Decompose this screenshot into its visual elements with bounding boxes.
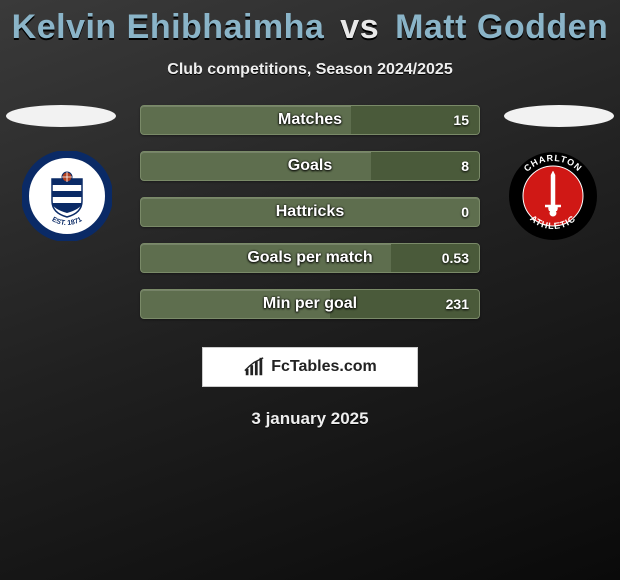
- stat-label: Goals: [141, 152, 479, 180]
- club-crest-right: CHARLTON ATHLETIC: [508, 151, 598, 241]
- club-crest-left: READING FOOTBALL CLUB EST. 1871: [22, 151, 112, 241]
- stats-list: Matches15 Goals8 Hattricks0 Goals per match…: [140, 105, 480, 335]
- player2-oval: [504, 105, 614, 127]
- subtitle: Club competitions, Season 2024/2025: [0, 61, 620, 79]
- date-label: 3 january 2025: [0, 409, 620, 429]
- stat-bar: Matches15: [140, 105, 480, 135]
- stat-value-right: 8: [461, 152, 469, 180]
- stat-value-right: 15: [453, 106, 469, 134]
- stat-value-right: 0.53: [442, 244, 469, 272]
- stat-label: Matches: [141, 106, 479, 134]
- chart-icon: [243, 356, 265, 378]
- stat-label: Hattricks: [141, 198, 479, 226]
- stat-value-right: 231: [446, 290, 469, 318]
- stat-bar: Hattricks0: [140, 197, 480, 227]
- stat-bar: Goals per match0.53: [140, 243, 480, 273]
- player2-name: Matt Godden: [395, 8, 608, 46]
- stat-bar: Goals8: [140, 151, 480, 181]
- vs-label: vs: [340, 8, 379, 46]
- comparison-title: Kelvin Ehibhaimha vs Matt Godden: [0, 0, 620, 47]
- watermark: FcTables.com: [202, 347, 418, 387]
- player1-name: Kelvin Ehibhaimha: [12, 8, 325, 46]
- stat-label: Goals per match: [141, 244, 479, 272]
- player1-oval: [6, 105, 116, 127]
- stat-bar: Min per goal231: [140, 289, 480, 319]
- stat-label: Min per goal: [141, 290, 479, 318]
- stat-value-right: 0: [461, 198, 469, 226]
- main-area: READING FOOTBALL CLUB EST. 1871: [0, 105, 620, 335]
- watermark-text: FcTables.com: [271, 358, 377, 376]
